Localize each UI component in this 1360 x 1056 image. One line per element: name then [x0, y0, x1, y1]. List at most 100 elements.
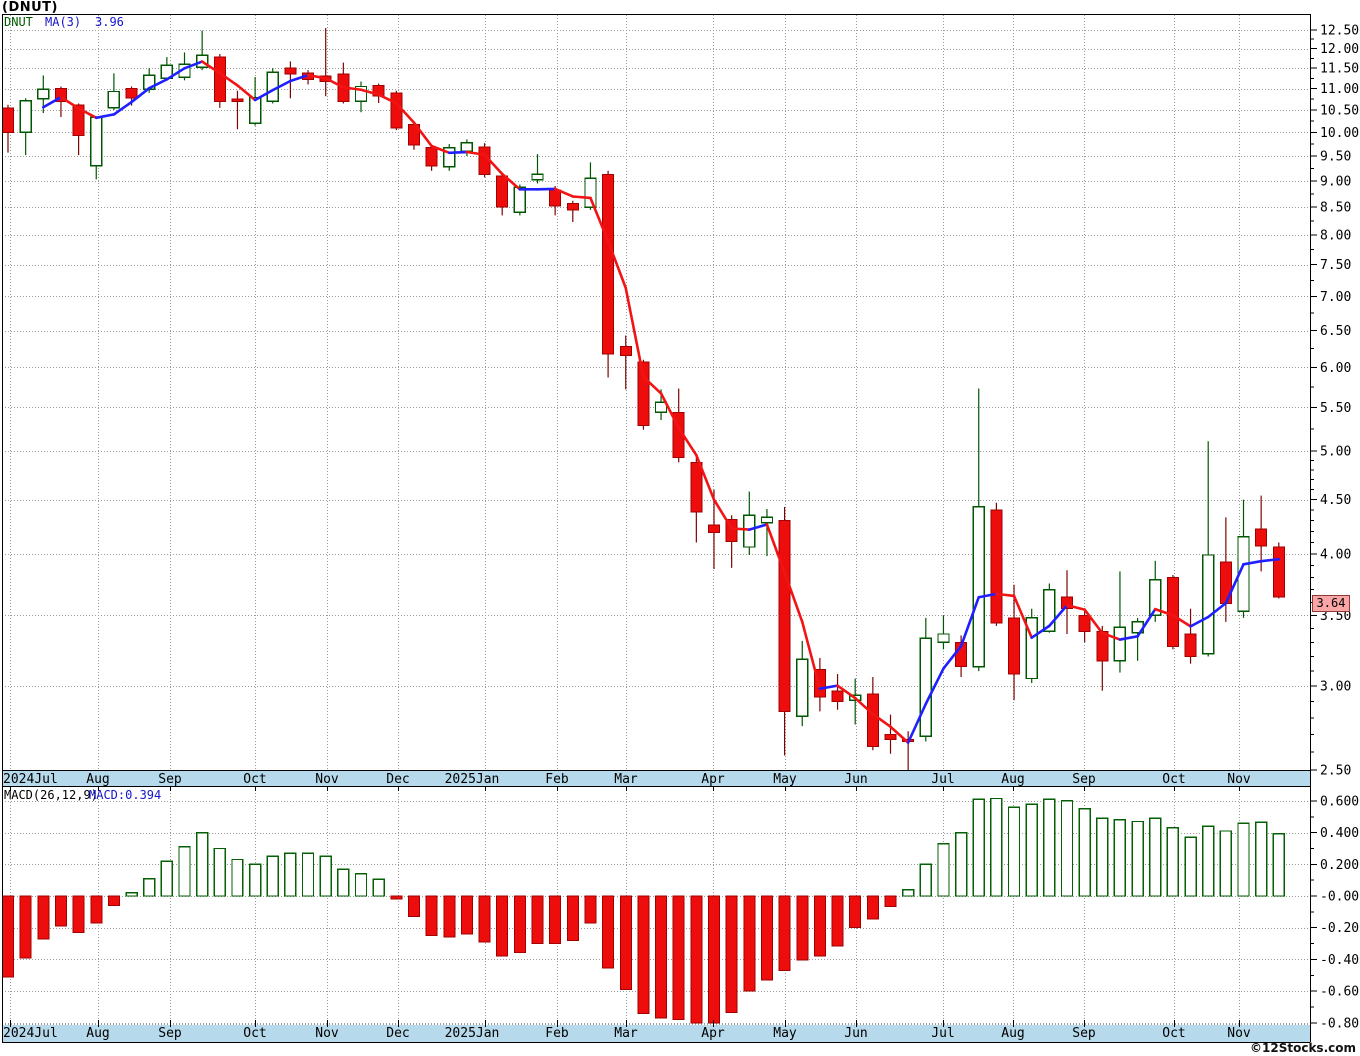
candle-up — [513, 186, 527, 213]
month-label: Jun — [844, 1026, 867, 1041]
month-label: Aug — [86, 1026, 109, 1041]
candle-down — [284, 67, 297, 75]
candle-down — [884, 734, 897, 741]
macd-bar-positive — [1219, 830, 1233, 897]
macd-bar-positive — [1254, 821, 1268, 897]
macd-bar-positive — [213, 847, 227, 897]
month-label: Nov — [315, 772, 339, 787]
month-label: Mar — [614, 772, 638, 787]
month-label: Jun — [844, 772, 867, 787]
candle-down — [1272, 546, 1285, 598]
ma-segment — [1242, 559, 1263, 566]
ma-segment — [695, 453, 716, 501]
month-label: Oct — [243, 772, 266, 787]
macd-bar-negative — [460, 895, 473, 935]
macd-bar-negative — [390, 895, 403, 900]
macd-bar-positive — [1078, 808, 1091, 897]
month-label: Aug — [1001, 1026, 1024, 1041]
legend-ma-label: MA(3) — [45, 15, 82, 29]
ma-segment — [183, 60, 204, 70]
candle-down — [372, 84, 385, 97]
ma-segment — [165, 67, 186, 81]
ma-segment — [906, 702, 928, 744]
macd-bar-negative — [584, 895, 597, 924]
price-tick-label: 4.50 — [1320, 493, 1351, 508]
candle-down — [231, 98, 244, 102]
macd-bar-positive — [266, 855, 279, 897]
ma-segment — [553, 187, 575, 198]
candle-up — [760, 516, 774, 524]
candle-up — [796, 658, 809, 717]
macd-bar-negative — [602, 895, 615, 969]
month-label: Feb — [545, 772, 569, 787]
macd-bar-positive — [990, 797, 1003, 897]
candle-down — [496, 175, 509, 208]
macd-bar-negative — [37, 895, 50, 940]
candle-up — [248, 96, 262, 125]
candle-up — [531, 173, 544, 181]
ma-segment — [377, 93, 398, 105]
macd-tick-label: -0.800 — [1320, 1016, 1360, 1031]
month-label: Nov — [1227, 772, 1251, 787]
month-label: Dec — [386, 772, 409, 787]
candle-down — [72, 104, 85, 137]
month-label: May — [773, 772, 797, 787]
month-label: Sep — [1072, 772, 1096, 787]
macd-bar-negative — [19, 895, 32, 959]
ma-segment — [253, 88, 275, 102]
candle-down — [213, 56, 226, 102]
price-tick-label: 11.00 — [1320, 82, 1359, 97]
month-label: Nov — [315, 1026, 339, 1041]
macd-tick-label: -0.200 — [1320, 921, 1360, 936]
macd-bar-negative — [831, 895, 844, 947]
ma-segment — [430, 144, 451, 155]
ma-segment — [483, 153, 504, 176]
ma-segment — [59, 95, 80, 110]
ma-segment — [200, 60, 222, 75]
month-band-upper — [2, 771, 1310, 786]
ma-segment — [447, 150, 469, 155]
ma-segment — [306, 73, 328, 80]
candle-down — [778, 520, 791, 712]
ma-segment — [94, 113, 116, 120]
macd-bar-negative — [743, 895, 756, 992]
macd-bar-positive — [372, 878, 385, 897]
ma-segment — [783, 571, 804, 624]
month-label: May — [773, 1026, 797, 1041]
macd-bar-positive — [195, 831, 209, 897]
macd-bar-positive — [919, 863, 932, 897]
ma-segment — [571, 195, 592, 200]
macd-bar-negative — [72, 895, 85, 933]
candle-down — [990, 509, 1003, 624]
candle-up — [1113, 626, 1127, 662]
ma-segment — [659, 392, 681, 430]
macd-bar-negative — [107, 895, 120, 907]
month-label: 2024Jul — [3, 772, 58, 787]
macd-bar-negative — [549, 895, 562, 945]
price-tick-label: 6.50 — [1320, 324, 1351, 339]
candle-up — [460, 141, 474, 152]
copyright-watermark: ©12Stocks.com — [1250, 1041, 1356, 1055]
macd-bar-positive — [354, 873, 368, 897]
macd-bar-negative — [725, 895, 738, 1013]
candle-up — [743, 514, 756, 548]
macd-bar-negative — [425, 895, 438, 937]
macd-bar-positive — [1272, 832, 1286, 897]
ma-segment — [465, 150, 486, 157]
candle-down — [549, 189, 562, 207]
candle-up — [107, 90, 121, 109]
candle-down — [813, 669, 826, 698]
candle-up — [90, 116, 103, 167]
ma-segment — [41, 95, 63, 109]
candle-down — [725, 519, 738, 542]
ma-segment — [1153, 607, 1175, 617]
month-label: Aug — [86, 772, 109, 787]
candle-up — [584, 177, 597, 208]
ma-segment — [642, 375, 663, 395]
macd-bar-negative — [54, 895, 67, 927]
candle-up — [972, 506, 985, 668]
ma-segment — [889, 725, 910, 744]
macd-bar-positive — [954, 831, 968, 897]
